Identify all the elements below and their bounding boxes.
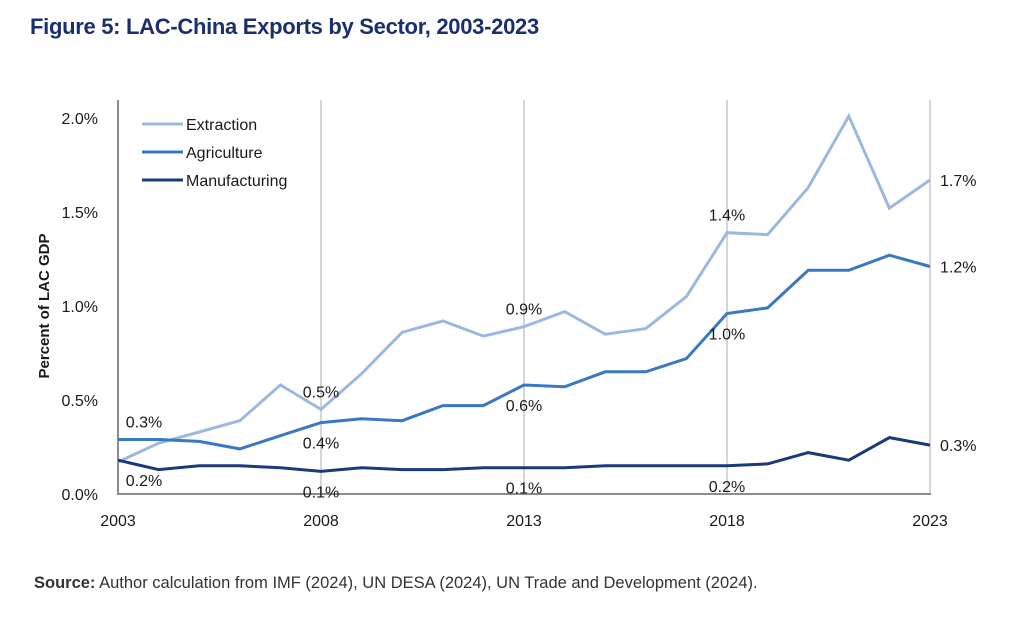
y-tick-label: 1.5% <box>62 205 98 222</box>
y-tick-label: 0.0% <box>62 487 98 504</box>
data-label-agriculture: 0.4% <box>303 436 339 453</box>
gridlines <box>320 100 931 494</box>
figure-title: Figure 5: LAC-China Exports by Sector, 2… <box>30 14 539 39</box>
y-tick-label: 1.0% <box>62 299 98 316</box>
y-tick-labels: 0.0% 0.5% 1.0% 1.5% 2.0% <box>62 111 98 504</box>
data-label-manufacturing: 0.2% <box>709 479 745 496</box>
data-label-manufacturing: 0.2% <box>126 473 162 490</box>
axes <box>117 100 931 495</box>
series-line-extraction <box>117 112 931 464</box>
data-label-extraction: 1.7% <box>940 173 976 190</box>
source-label: Source: <box>34 574 96 592</box>
data-labels: 0.5% 0.9% 1.4% 1.7% 0.3% 0.4% 0.6% 1.0% 1.2% 0.2%… <box>126 173 977 501</box>
series-line-manufacturing <box>117 436 931 473</box>
x-tick-label: 2008 <box>303 513 339 530</box>
source-text: Author calculation from IMF (2024), UN D… <box>95 574 758 592</box>
legend: Extraction Agriculture Manufacturing <box>142 117 287 190</box>
y-tick-label: 2.0% <box>62 111 98 128</box>
x-tick-label: 2003 <box>100 513 136 530</box>
x-tick-label: 2013 <box>506 513 542 530</box>
source-note: Source: Author calculation from IMF (202… <box>34 574 758 593</box>
data-label-manufacturing: 0.1% <box>506 481 542 498</box>
legend-label-extraction: Extraction <box>186 117 257 134</box>
series-lines <box>117 112 931 473</box>
data-label-extraction: 0.5% <box>303 384 339 401</box>
data-label-extraction: 1.4% <box>709 208 745 225</box>
x-tick-label: 2018 <box>709 513 745 530</box>
series-line-agriculture <box>118 253 931 451</box>
x-tick-label: 2023 <box>912 513 948 530</box>
legend-label-manufacturing: Manufacturing <box>186 173 287 190</box>
data-label-agriculture: 0.6% <box>506 398 542 415</box>
data-label-agriculture: 0.3% <box>126 414 162 431</box>
x-tick-labels: 2003 2008 2013 2018 2023 <box>100 513 948 530</box>
data-label-agriculture: 1.0% <box>709 327 745 344</box>
data-label-manufacturing: 0.1% <box>303 484 339 501</box>
y-tick-label: 0.5% <box>62 393 98 410</box>
data-label-manufacturing: 0.3% <box>940 438 976 455</box>
legend-label-agriculture: Agriculture <box>186 145 263 162</box>
data-label-agriculture: 1.2% <box>940 260 976 277</box>
data-label-extraction: 0.9% <box>506 302 542 319</box>
y-axis-label: Percent of LAC GDP <box>36 233 53 378</box>
